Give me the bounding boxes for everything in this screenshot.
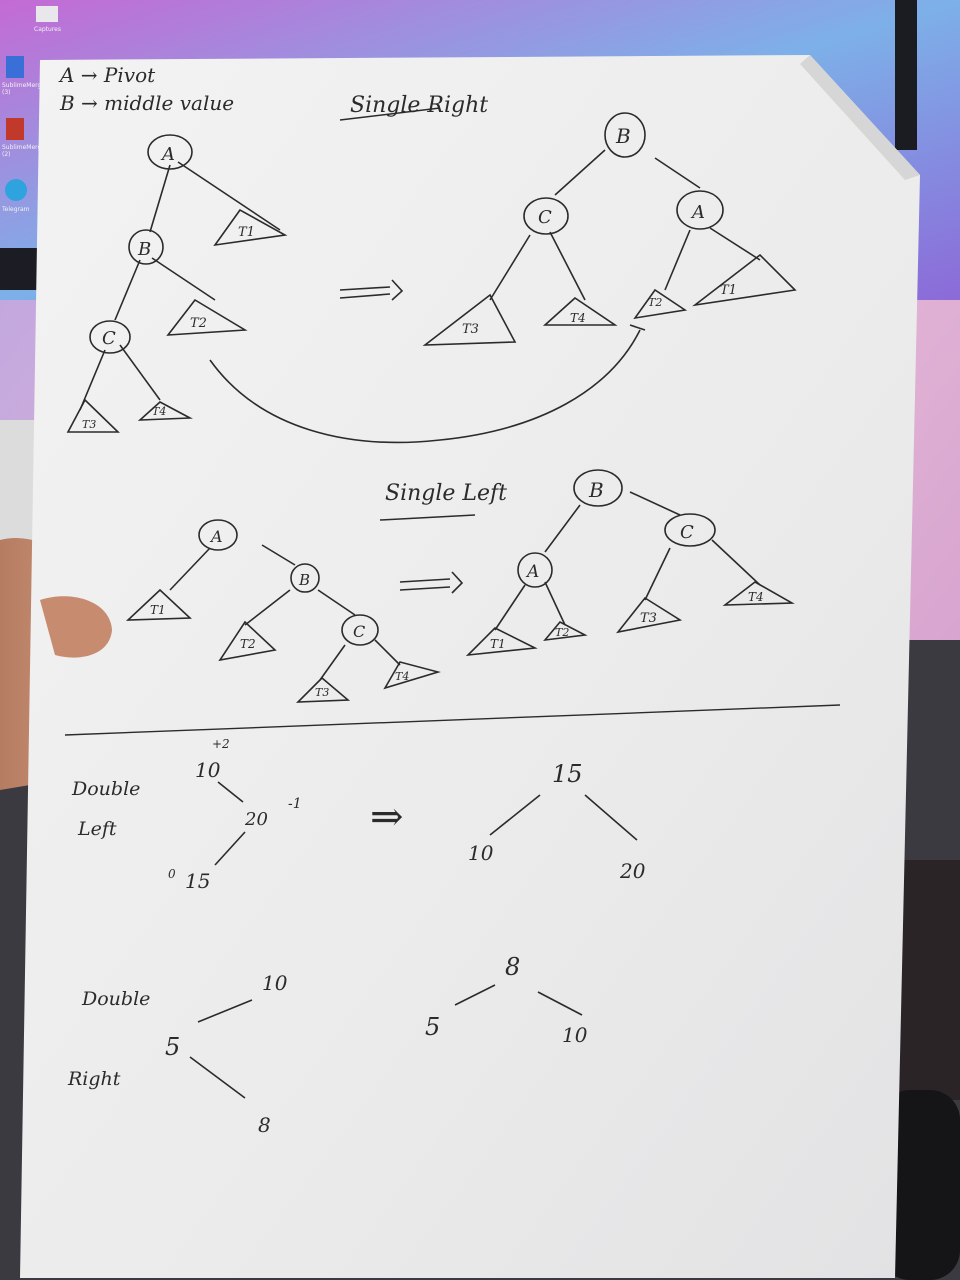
legend-pivot: A → Pivot — [58, 63, 156, 87]
balance-root: +2 — [212, 737, 230, 751]
node-c — [89, 320, 131, 354]
node-8: 8 — [505, 953, 520, 981]
subtree-t1: T1 — [150, 603, 166, 617]
node-10: 10 — [468, 841, 494, 865]
subtree-t3: T3 — [82, 418, 96, 431]
desktop-icon-label: SublimeMerge (3) — [2, 82, 46, 96]
node-5: 5 — [165, 1033, 180, 1061]
single-left-title: Single Left — [385, 481, 507, 506]
single-right-title: Single Right — [350, 93, 488, 118]
single-left-before — [125, 544, 464, 703]
subtree-t4: T4 — [395, 670, 409, 683]
subtree-t2: T2 — [240, 637, 256, 651]
node-c-label: C — [538, 207, 552, 228]
node-10: 10 — [262, 971, 288, 995]
double-right-label-1: Double — [81, 988, 150, 1010]
node-a — [198, 519, 238, 551]
paper-shadow-fold — [800, 55, 920, 180]
node-b-label: B — [588, 478, 604, 502]
single-right-before — [66, 161, 646, 444]
subtree-t3: T3 — [315, 686, 329, 699]
node-c-label: C — [353, 622, 365, 641]
subtree-t4: T4 — [748, 590, 764, 604]
subtree-t4: T4 — [570, 311, 586, 325]
balance-mid: -1 — [288, 796, 302, 812]
node-c-label: C — [680, 522, 694, 543]
double-left-before: +2 10 20 -1 0 15 — [168, 737, 302, 893]
desktop-icon-label: SublimeMerge (2) — [2, 144, 46, 158]
title-underline — [379, 514, 476, 521]
node-a — [517, 552, 553, 588]
single-left-before-nodes: A B C T1 T2 T3 T4 — [150, 519, 409, 699]
double-left-label-1: Double — [71, 778, 140, 800]
subtree-t2: T2 — [555, 626, 569, 639]
folder-icon[interactable] — [36, 6, 58, 22]
node-20: 20 — [619, 859, 646, 883]
node-10: 10 — [562, 1023, 588, 1047]
paper-sheet — [20, 55, 920, 1278]
single-right-after — [422, 149, 797, 346]
node-c — [523, 197, 569, 235]
legend-middle: B → middle value — [59, 91, 234, 115]
double-right-label-2: Right — [67, 1068, 121, 1090]
node-a-label: A — [160, 144, 175, 165]
desktop-icon-label: Telegram — [2, 206, 30, 213]
node-c — [664, 513, 716, 547]
node-b — [573, 469, 623, 507]
node-c-label: C — [102, 328, 116, 349]
double-right-after: 8 5 10 — [425, 953, 588, 1047]
node-a-label: A — [209, 527, 223, 546]
node-b — [128, 229, 164, 265]
subtree-t2: T2 — [648, 296, 662, 309]
single-right-before-nodes: A B C T1 T2 T3 T4 — [82, 134, 255, 431]
node-b-label: B — [298, 571, 310, 589]
node-b-label: B — [615, 124, 631, 148]
node-b — [604, 112, 646, 158]
transform-arrow: ⇒ — [370, 794, 404, 840]
node-8: 8 — [258, 1113, 271, 1137]
node-10: 10 — [195, 758, 221, 782]
balance-leaf: 0 — [168, 867, 176, 881]
monitor-bezel — [895, 0, 917, 150]
app-icon[interactable] — [6, 118, 24, 140]
telegram-icon[interactable] — [5, 179, 27, 201]
subtree-t4: T4 — [152, 405, 166, 418]
node-b-label: B — [137, 239, 151, 260]
node-a — [147, 134, 193, 170]
double-left-after: 15 10 20 — [468, 760, 646, 883]
subtree-t1: T1 — [720, 283, 737, 298]
single-left-after-nodes: B A C T1 T2 T3 T4 — [490, 469, 764, 651]
mouse — [880, 1090, 960, 1280]
double-left-label-2: Left — [77, 818, 117, 840]
thumb — [40, 596, 112, 658]
subtree-t3: T3 — [640, 611, 657, 626]
node-a-label: A — [525, 562, 539, 582]
node-a — [676, 190, 724, 230]
desktop-icon-label: Captures — [34, 26, 61, 33]
subtree-t1: T1 — [238, 225, 255, 240]
subtree-t2: T2 — [190, 316, 207, 331]
node-b — [290, 563, 320, 593]
node-c — [341, 614, 379, 646]
node-5: 5 — [425, 1013, 440, 1041]
title-underline — [339, 107, 441, 121]
subtree-t1: T1 — [490, 637, 506, 651]
section-divider — [64, 704, 841, 736]
single-left-after — [465, 491, 795, 657]
node-15: 15 — [552, 760, 583, 788]
double-right-before: 10 5 8 — [165, 971, 288, 1137]
single-right-after-nodes: B C A T3 T4 T2 T1 — [462, 112, 737, 337]
node-a-label: A — [690, 202, 705, 223]
app-icon[interactable] — [6, 56, 24, 78]
subtree-t3: T3 — [462, 322, 479, 337]
node-20: 20 — [244, 809, 268, 830]
node-15: 15 — [185, 869, 210, 893]
